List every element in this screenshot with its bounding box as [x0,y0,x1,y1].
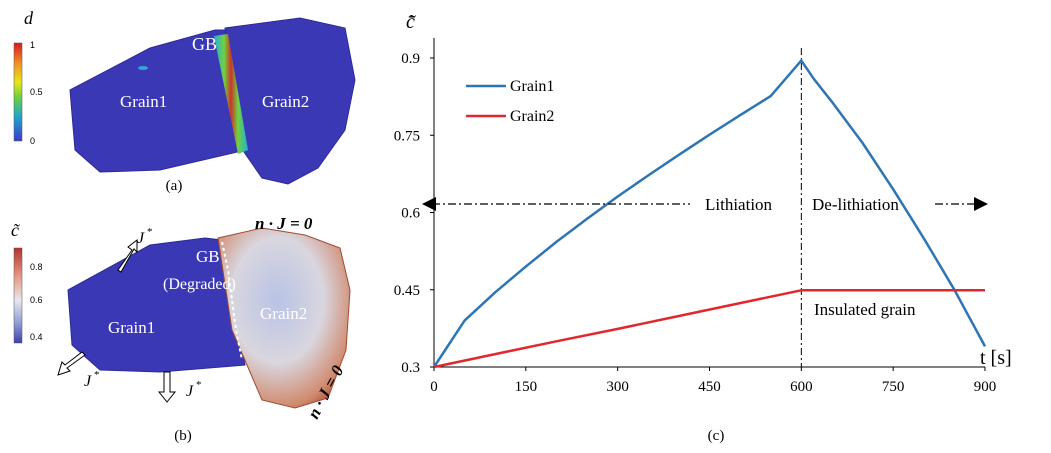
y-tick-label: 0.75 [394,128,420,144]
x-tick-label: 150 [515,379,538,395]
colorbar-a-tick: 1 [30,40,35,50]
flux-label-top: J [137,230,145,247]
grain1-label-b: Grain1 [108,318,155,337]
gb-crack [221,241,243,361]
colorbar-a-label: d [24,8,34,28]
flux-arrow-left: J * [57,351,100,390]
x-tick-label: 300 [606,379,629,395]
colorbar-a [13,42,23,142]
y-tick-label: 0.45 [394,283,420,299]
grain2-shape-a [224,17,356,185]
colorbar-b-tick: 0.6 [30,295,43,305]
colorbar-b-tick: 0.4 [30,332,43,342]
gb-label-b: GB [196,247,220,266]
y-tick-label: 0.9 [401,51,420,67]
flux-sup-top: * [147,226,153,238]
colorbar-a-tick: 0.5 [30,87,43,97]
legend: Grain1 Grain2 [466,78,554,125]
series-line-grain2 [433,289,985,369]
colorbar-b [13,247,23,344]
colorbar-b-label: c̃ [11,220,21,240]
series-layer [432,48,987,369]
caption-b: (b) [174,428,192,444]
y-tick-label: 0.6 [401,206,420,222]
grain1-label-a: Grain1 [120,92,167,111]
damage-spot [138,66,148,70]
x-ticks: 0 150 300 450 600 750 900 [430,367,996,395]
colorbar-b-tick: 0.8 [30,262,43,272]
annotation-delithiation: De-lithiation [812,195,899,214]
caption-c: (c) [708,428,725,444]
flux-label-bottom: J [186,383,194,400]
flux-arrow-bottom: J * [157,371,202,403]
flux-label-left: J [84,373,92,390]
y-axis-label: c̄̃ [406,11,416,33]
y-ticks: 0.3 0.45 0.6 0.75 0.9 [394,51,434,376]
x-tick-label: 450 [698,379,721,395]
x-tick-label: 600 [790,379,813,395]
flux-arrow-top: J * [117,226,153,273]
gb-label-a: GB [192,34,217,54]
legend-label-grain2: Grain2 [510,108,554,125]
annotation-lithiation: Lithiation [705,195,773,214]
y-tick-label: 0.3 [401,360,420,376]
annotation-insulated: Insulated grain [814,300,916,319]
legend-label-grain1: Grain1 [510,78,554,95]
x-tick-label: 750 [882,379,905,395]
flux-sup-bottom: * [196,379,202,391]
gb-damage-stripe [214,34,248,154]
panel-c-chart: c̄̃ t [s] 0.3 0.45 0.6 0.75 0.9 0 150 300 450 60… [394,11,1012,444]
x-axis-label: t [s] [980,347,1012,369]
flux-sup-left: * [94,369,100,381]
grain2-shape-b [217,227,351,409]
colorbar-a-tick: 0 [30,136,35,146]
x-tick-label: 0 [430,379,438,395]
grain2-label-b: Grain2 [260,304,307,323]
x-tick-label: 900 [974,379,997,395]
panel-a: d 1 0.5 0 GB Grain1 Grain2 (a) [13,8,356,194]
caption-a: (a) [166,178,183,194]
panel-b: c̃ 0.8 0.6 0.4 GB (Degraded) Grain1 Grai… [11,214,351,444]
series-line-grain1 [432,59,987,368]
bc-top: n · J = 0 [255,214,313,233]
gb-note-b: (Degraded) [163,276,236,293]
lithiation-arrow [422,197,988,211]
grain2-label-a: Grain2 [262,92,309,111]
